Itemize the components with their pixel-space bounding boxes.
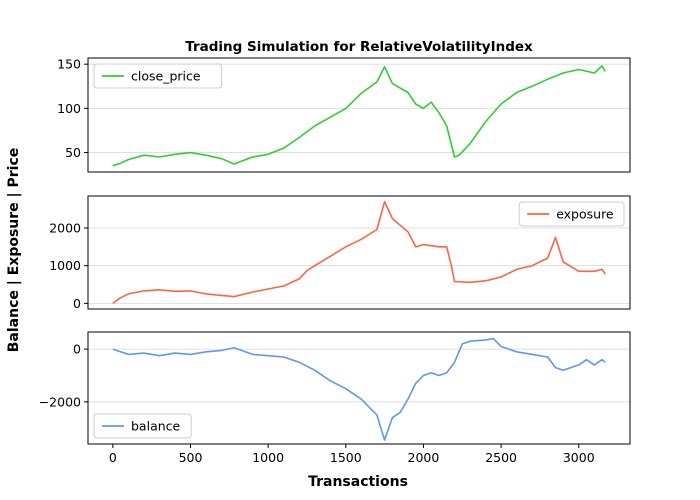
legend-label: close_price: [131, 69, 201, 84]
y-tick-label: −2000: [39, 394, 81, 409]
y-tick-label: 0: [73, 342, 81, 357]
x-tick-label: 0: [109, 450, 117, 465]
exposure-panel: 0 1000 2000 exposure: [49, 195, 631, 311]
y-axis-label: Balance | Exposure | Price: [6, 148, 22, 353]
legend-label: balance: [131, 419, 181, 434]
series-close-price: [112, 65, 606, 167]
x-tick-label: 2500: [485, 450, 517, 465]
axes-frame: [87, 331, 631, 445]
axes-frame: [87, 195, 631, 310]
series-balance: [112, 337, 606, 441]
y-tick-label: 1000: [49, 258, 81, 273]
y-tick-label: 150: [57, 57, 81, 72]
legend-box: [93, 63, 223, 89]
price-panel: 50 100 150 close_price: [57, 57, 631, 173]
chart-title: Trading Simulation for RelativeVolatilit…: [185, 39, 533, 55]
legend-balance: balance: [93, 413, 192, 439]
legend-close-price: close_price: [93, 63, 223, 89]
legend-exposure: exposure: [518, 201, 625, 227]
y-tick-label: 0: [73, 296, 81, 311]
legend-label: exposure: [556, 207, 614, 222]
x-tick-label: 3000: [563, 450, 595, 465]
balance-panel: 0 −2000 0 500 1000 1500 2000 2500 3000 balance: [39, 331, 631, 465]
legend-box: [93, 413, 192, 439]
y-tick-label: 2000: [49, 221, 81, 236]
axes-frame: [87, 57, 631, 173]
y-tick-label: 100: [57, 101, 81, 116]
y-tick-label: 50: [65, 145, 81, 160]
legend-box: [518, 201, 625, 227]
x-tick-label: 1500: [330, 450, 362, 465]
series-exposure: [112, 200, 606, 305]
x-tick-label: 2000: [408, 450, 440, 465]
x-axis-label: Transactions: [308, 474, 408, 490]
x-tick-label: 1000: [252, 450, 284, 465]
x-tick-label: 500: [179, 450, 203, 465]
